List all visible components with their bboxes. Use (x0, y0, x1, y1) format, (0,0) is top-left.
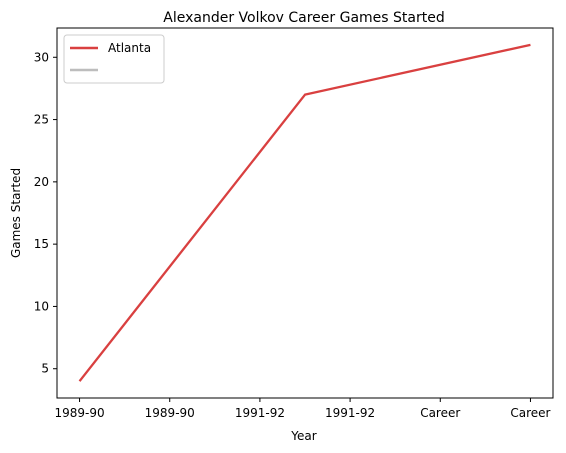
series-layer (80, 45, 531, 381)
legend: Atlanta (64, 35, 164, 83)
x-tick-label: Career (510, 406, 550, 420)
x-tick-label: Career (420, 406, 460, 420)
y-tick-label: 30 (34, 50, 49, 64)
x-axis-title: Year (290, 429, 316, 443)
legend-label-atlanta: Atlanta (108, 41, 151, 55)
y-tick-label: 10 (34, 299, 49, 313)
x-tick-label: 1991-92 (235, 406, 285, 420)
y-axis-title: Games Started (9, 168, 23, 258)
y-axis-ticks: 5 10 15 20 25 30 (34, 50, 57, 375)
x-tick-label: 1989-90 (54, 406, 104, 420)
y-tick-label: 15 (34, 237, 49, 251)
y-tick-label: 5 (41, 362, 49, 376)
x-tick-label: 1991-92 (325, 406, 375, 420)
x-axis-ticks: 1989-90 1989-90 1991-92 1991-92 Career Career (54, 398, 550, 420)
series-line-atlanta (80, 45, 531, 381)
x-tick-label: 1989-90 (145, 406, 195, 420)
y-tick-label: 25 (34, 113, 49, 127)
chart-title: Alexander Volkov Career Games Started (163, 10, 445, 26)
y-tick-label: 20 (34, 175, 49, 189)
